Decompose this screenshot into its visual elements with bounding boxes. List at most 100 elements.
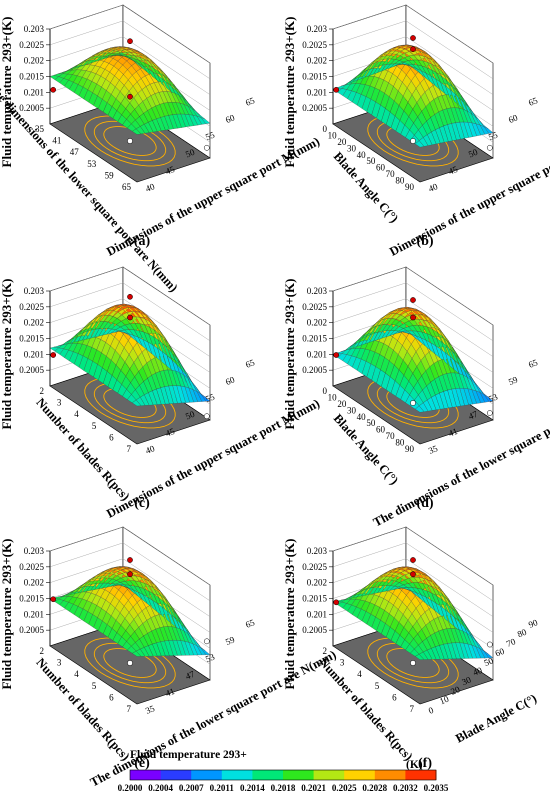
x-tick-label: 60 [224,374,237,387]
z-tick-label: 0.2025 [302,40,327,50]
response-surface [332,307,494,413]
design-point [203,413,210,420]
z-tick-label: 0.201 [24,609,44,619]
y-tick-label: 47 [70,147,80,157]
colorbar-tick-label: 0.2004 [148,783,173,793]
panel-caption: (b) [416,234,433,249]
x-tick-label: 40 [427,181,440,194]
grid-line [49,542,211,601]
z-tick-label: 0.2015 [302,72,327,82]
design-point [333,86,340,93]
colorbar-tick-label: 0.2032 [393,783,418,793]
z-tick-label: 0.202 [24,318,44,328]
y-tick-label: 3 [340,658,345,668]
x-tick-label: 65 [244,95,257,108]
z-axis-label: Fluid temperature 293+(K) [282,539,297,690]
design-point [333,599,340,606]
floor-contour [103,126,157,156]
design-point [410,557,416,563]
y-tick-label: 90 [405,182,415,192]
z-tick-label: 0.2025 [19,40,44,50]
y-tick-label: 0 [323,386,328,396]
grid-line [49,4,211,64]
design-point [127,314,133,321]
x-tick-label: 55 [487,129,500,142]
colorbar-tick-label: 0.2021 [301,783,326,793]
surface-panel: 0.2005 0.201 0.2015 0.202 0.2025 0.203 Fluid t… [282,266,550,530]
z-tick-label: 0.203 [24,24,45,34]
y-tick-label: 3 [57,398,62,408]
response-surface [49,566,211,657]
y-tick-label: 70 [386,169,396,179]
z-tick-label: 0.2005 [19,103,44,113]
y-tick-label: 53 [87,159,97,169]
y-tick-label: 59 [105,170,115,180]
design-point [486,144,493,151]
surface-facet [483,650,494,659]
y-tick-label: 6 [392,692,397,702]
z-tick-label: 0.2025 [302,302,327,312]
grid-line [49,526,211,586]
floor-contour [93,642,167,684]
y-tick-label: 3 [57,658,62,668]
grid-line [332,4,494,64]
y-tick-label: 5 [375,681,380,691]
z-tick-label: 0.202 [24,56,44,66]
floor-contour [84,377,176,429]
design-point [410,660,416,666]
design-point [127,293,133,300]
colorbar-tick-label: 0.2018 [271,783,296,793]
colorbar-band [252,770,284,780]
y-tick-label: 7 [127,444,132,454]
colorbar-tick-label: 0.2014 [240,783,265,793]
x-tick-label: 53 [204,651,217,664]
z-tick-label: 0.201 [307,87,327,97]
x-tick-label: 65 [527,95,540,108]
design-point [203,638,210,645]
floor-contour [93,120,167,162]
x-tick-label: 65 [244,617,257,630]
x-tick-label: 55 [204,129,217,142]
grid-line [332,542,494,601]
floor-contour [93,382,167,424]
z-tick-label: 0.203 [24,546,45,556]
floor-contour [386,648,440,678]
y-tick-label: 35 [35,124,45,134]
z-tick-label: 0.2025 [19,562,44,572]
colorbar-tick-label: 0.2007 [179,783,204,793]
x-tick-label: 50 [184,409,197,422]
colorbar-tick-label: 0.2011 [210,783,235,793]
panel-caption: (a) [134,234,151,249]
z-tick-label: 0.202 [307,318,327,328]
x-tick-label: 45 [164,164,177,177]
z-tick-label: 0.2015 [19,594,44,604]
z-tick-label: 0.2015 [19,334,44,344]
z-axis-label: Fluid temperature 293+(K) [0,17,14,168]
grid-line [332,526,494,586]
y-tick-label: 6 [109,432,114,442]
design-point [410,571,416,578]
x-tick-label: 47 [184,669,197,682]
floor-contour [103,648,157,678]
x-tick-label: 47 [467,409,480,422]
design-point [127,660,133,666]
x-tick-label: 40 [144,181,157,194]
floor-contour [367,637,459,689]
z-tick-label: 0.202 [307,56,327,66]
colorbar-band [374,770,406,780]
surface-facet [200,117,211,124]
x-tick-label: 41 [447,426,459,439]
surface-panel: 0.2005 0.201 0.2015 0.202 0.2025 0.203 Fluid t… [0,266,322,521]
x-tick-label: 20 [449,684,462,697]
design-point [486,410,493,416]
design-point [127,93,133,100]
x-tick-label: 59 [507,374,520,387]
grid-line [49,282,211,341]
x-tick-label: 50 [184,147,197,160]
colorbar-tick-label: 0.2028 [362,783,387,793]
colorbar-band [405,770,437,780]
z-tick-label: 0.2005 [302,365,327,375]
grid-line [332,298,494,357]
x-tick-label: 53 [487,391,500,404]
